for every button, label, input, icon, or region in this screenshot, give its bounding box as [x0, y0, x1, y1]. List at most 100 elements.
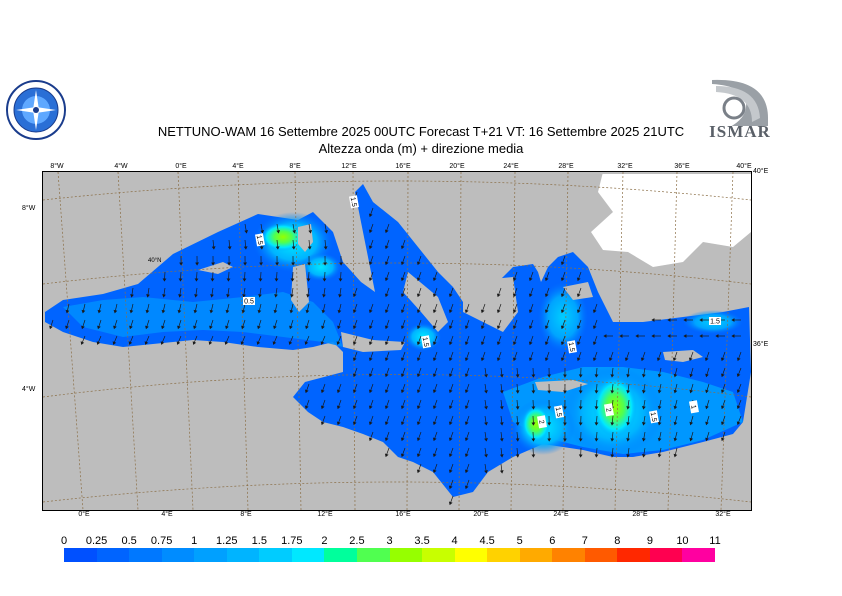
wave-arrow-head [484, 438, 488, 442]
wave-arrow-head [484, 422, 488, 426]
wave-arrow-head [736, 421, 741, 426]
wave-arrow-head [484, 470, 488, 474]
top-tick-label: 32°E [617, 163, 633, 170]
wave-arrow-head [464, 437, 469, 442]
wave-arrow-head [274, 294, 278, 298]
wave-arrow-head [193, 309, 198, 314]
svg-text:1.5: 1.5 [649, 412, 658, 423]
wave-arrow-head [416, 341, 421, 346]
wave-arrow-head [610, 374, 615, 378]
wave-height-map: 1.5 0.5 1.5 1.5 2 1.5 2 1.5 1 1.5 1.5 40°N [42, 171, 752, 511]
wave-arrow-head [610, 390, 615, 394]
wave-arrow-head [594, 406, 599, 410]
wave-arrow-head [560, 261, 565, 266]
wave-arrow-head [721, 373, 725, 378]
wave-arrow-head [544, 277, 549, 282]
wave-arrow-head [531, 390, 536, 394]
top-tick-label: 8°W [50, 163, 64, 170]
colorbar-label: 3.5 [414, 535, 430, 547]
wave-arrow-head [624, 357, 629, 362]
wave-arrow-head [368, 261, 373, 266]
wave-arrow-head [531, 454, 536, 458]
ismar-logo-icon [708, 78, 772, 142]
wave-arrow-head [194, 294, 198, 298]
contour-label: 1.5 [567, 340, 577, 354]
wave-arrow-head [304, 341, 309, 345]
wave-arrow-head [464, 453, 469, 458]
bottom-tick-label: 32°E [715, 511, 731, 518]
wave-arrow-head [211, 246, 216, 250]
colorbar-label: 4 [451, 535, 458, 547]
wave-arrow-head [592, 309, 597, 314]
colorbar-label: 0.75 [150, 535, 173, 547]
wave-arrow-head [308, 230, 313, 234]
wave-arrow-head [480, 309, 485, 314]
wave-arrow-head [448, 469, 453, 474]
wave-arrow-head [704, 357, 709, 362]
wave-arrow-head [320, 341, 325, 345]
wave-arrow-head [544, 341, 549, 346]
wave-arrow-head [416, 421, 421, 426]
wave-arrow-head [322, 294, 326, 298]
wave-arrow-head [610, 422, 615, 426]
wave-arrow-head [515, 390, 520, 394]
wave-arrow-head [499, 390, 504, 394]
wave-arrow-head [144, 341, 149, 345]
wave-arrow-head [673, 437, 678, 442]
svg-text:1.5: 1.5 [255, 235, 264, 246]
wave-arrow-head [448, 357, 453, 362]
wave-arrow-head [241, 309, 246, 314]
wave-arrow-head [338, 278, 343, 282]
svg-text:1.5: 1.5 [554, 407, 563, 418]
right-logo: ISMAR [708, 78, 772, 142]
wave-arrow-head [464, 485, 469, 490]
wave-arrow-head [608, 357, 613, 362]
wave-arrow-head [432, 469, 437, 474]
wave-arrow-head [307, 262, 312, 266]
colorbar-label: 11 [709, 535, 721, 547]
wave-arrow-head [464, 341, 469, 346]
wave-arrow-head [323, 262, 328, 266]
wave-arrow-head [657, 437, 662, 442]
top-tick-label: 4°W [114, 163, 128, 170]
wave-arrow-head [146, 294, 150, 298]
wave-arrow-head [610, 454, 615, 458]
wave-arrow-head [720, 357, 725, 362]
colorbar-label: 2 [321, 535, 328, 547]
wave-arrow-head [499, 438, 504, 442]
bottom-tick-label: 16°E [395, 511, 411, 518]
wave-arrow-head [432, 405, 437, 410]
wave-arrow-head [178, 294, 182, 298]
wave-arrow-head [384, 309, 389, 314]
wave-arrow-head [547, 438, 552, 442]
wave-arrow-head [610, 438, 615, 442]
wave-arrow-head [721, 421, 725, 426]
wave-arrow-head [448, 325, 453, 330]
wave-arrow-head [619, 334, 623, 338]
wave-arrow-head [641, 422, 646, 426]
wave-arrow-head [626, 390, 630, 394]
wave-arrow-head [499, 374, 504, 378]
wave-arrow-head [368, 277, 373, 282]
wave-arrow-head [626, 406, 630, 410]
wave-arrow-head [194, 278, 199, 282]
contour-label: 2 [537, 415, 547, 429]
wave-arrow-head [209, 325, 213, 330]
wave-arrow-head [651, 318, 655, 322]
wave-arrow-head [531, 422, 536, 426]
svg-text:2: 2 [604, 407, 612, 412]
svg-text:1.5: 1.5 [421, 337, 430, 348]
wave-arrow-head [641, 390, 646, 394]
wave-arrow-head [352, 309, 357, 314]
colorbar-label: 0 [60, 535, 68, 547]
wave-arrow-head [705, 405, 709, 410]
bottom-tick-label: 28°E [632, 511, 648, 518]
colorbar-swatch [682, 548, 716, 562]
wave-arrow-head [258, 278, 263, 282]
wave-arrow-head [291, 262, 296, 266]
wave-arrow-head [352, 357, 357, 362]
top-tick-label: 40°E [736, 163, 752, 170]
wave-arrow-head [352, 373, 357, 378]
wave-arrow-head [432, 357, 437, 362]
wave-arrow-head [240, 341, 245, 345]
